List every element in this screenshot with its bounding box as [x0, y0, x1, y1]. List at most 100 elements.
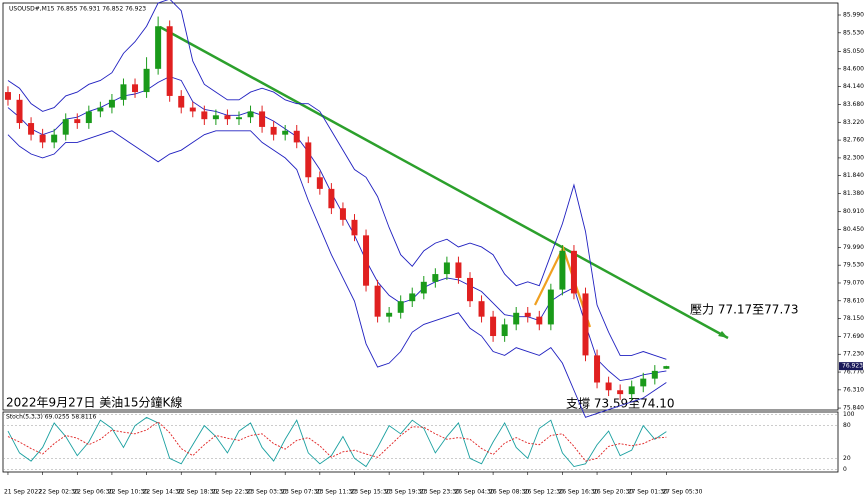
- candle-body: [363, 235, 370, 286]
- candle-body: [282, 130, 289, 135]
- stoch-tick-label: 0: [843, 466, 847, 473]
- candle-body: [108, 99, 115, 108]
- y-tick-label: 78.610: [843, 297, 864, 304]
- y-tick-label: 78.150: [843, 315, 864, 322]
- candle-body: [201, 111, 208, 120]
- candle-body: [62, 119, 69, 135]
- candle-body: [640, 378, 647, 387]
- candle-body: [155, 26, 162, 69]
- candle-body: [212, 115, 219, 120]
- y-tick-label: 83.220: [843, 119, 864, 126]
- x-tick-label: 22 Sep 18:30: [177, 489, 217, 496]
- candle-body: [305, 142, 312, 178]
- candle-body: [316, 177, 323, 189]
- x-tick-label: 26 Sep 08:30: [489, 489, 529, 496]
- candle-body: [51, 134, 58, 143]
- x-tick-label: 23 Sep 15:30: [350, 489, 390, 496]
- x-tick-label: 22 Sep 14:30: [143, 489, 183, 496]
- candle-body: [524, 312, 531, 317]
- stoch-tick-label: 20: [843, 455, 851, 462]
- candle-body: [536, 316, 543, 325]
- header: USOUSD#,M15 76.855 76.931 76.852 76.923: [9, 6, 146, 13]
- annotation: 壓力 77.17至77.73: [690, 303, 799, 317]
- candle-body: [663, 366, 670, 369]
- y-tick-label: 85.050: [843, 48, 864, 55]
- candle-body: [490, 316, 497, 337]
- y-tick-label: 82.300: [843, 154, 864, 161]
- y-tick-label: 80.910: [843, 208, 864, 215]
- y-tick-label: 77.690: [843, 333, 864, 340]
- candle-body: [594, 355, 601, 383]
- x-tick-label: 22 Sep 22:30: [212, 489, 252, 496]
- x-tick-label: 27 Sep 01:30: [628, 489, 668, 496]
- y-tick-label: 85.530: [843, 29, 864, 36]
- candle-body: [259, 111, 266, 127]
- y-tick-label: 85.990: [843, 12, 864, 19]
- band-upper: [7, 0, 667, 360]
- x-tick-label: 22 Sep 02:30: [39, 489, 79, 496]
- candle-body: [293, 130, 300, 143]
- x-tick-label: 23 Sep 23:30: [420, 489, 460, 496]
- stoch-tick-label: 100: [843, 411, 855, 418]
- candle-body: [120, 84, 127, 100]
- candle-body: [605, 382, 612, 391]
- candle-body: [582, 293, 589, 356]
- candle-body: [85, 111, 92, 124]
- candle-body: [409, 293, 416, 302]
- y-tick-label: 79.990: [843, 244, 864, 251]
- candle-body: [39, 134, 46, 143]
- y-tick-label: 84.600: [843, 65, 864, 72]
- candle-body: [339, 208, 346, 220]
- annotation: 2022年9月27日 美油15分鐘K線: [6, 395, 182, 410]
- candle-body: [16, 99, 23, 124]
- candle-body: [166, 26, 173, 96]
- main-frame: [2, 2, 839, 411]
- band-middle: [7, 76, 667, 382]
- y-tick-label: 84.140: [843, 83, 864, 90]
- candle-body: [28, 123, 35, 135]
- annotation: 支撐 73.59至74.10: [566, 397, 675, 411]
- candle-body: [97, 107, 104, 112]
- y-tick-label: 81.380: [843, 190, 864, 197]
- candle-body: [466, 277, 473, 302]
- y-tick-label: 79.530: [843, 262, 864, 269]
- y-tick-label: 82.760: [843, 137, 864, 144]
- candle-body: [74, 119, 81, 124]
- x-tick-label: 27 Sep 05:30: [662, 489, 702, 496]
- x-tick-label: 22 Sep 06:30: [73, 489, 113, 496]
- x-tick-label: 26 Sep 20:30: [593, 489, 633, 496]
- candle-body: [570, 250, 577, 294]
- y-tick-label: 83.680: [843, 101, 864, 108]
- candle-body: [374, 285, 381, 317]
- candle-body: [501, 324, 508, 337]
- candle-body: [143, 68, 150, 93]
- candle-body: [513, 312, 520, 325]
- candle-body: [189, 107, 196, 112]
- candle-body: [547, 289, 554, 325]
- x-tick-label: 21 Sep 2022: [4, 489, 42, 496]
- candle-body: [432, 274, 439, 282]
- trend-arrow: [718, 331, 728, 338]
- candle-body: [478, 301, 485, 317]
- y-tick-label: 76.770: [843, 369, 864, 376]
- wave-line: [534, 245, 592, 328]
- candle-body: [270, 126, 277, 135]
- stoch-tick-label: 80: [843, 422, 851, 429]
- y-tick-label: 81.840: [843, 172, 864, 179]
- price-tag: [839, 362, 863, 371]
- x-tick-label: 23 Sep 03:30: [247, 489, 287, 496]
- x-tick-label: 26 Sep 04:30: [454, 489, 494, 496]
- stoch-main: [7, 416, 667, 468]
- candle-body: [132, 84, 139, 93]
- stoch-title: Stoch(5,3,3) 69.0255 58.8116: [6, 414, 97, 421]
- y-tick-label: 80.450: [843, 226, 864, 233]
- candle-body: [247, 111, 254, 118]
- band-lower: [7, 130, 667, 418]
- y-tick-label: 75.840: [843, 405, 864, 412]
- stoch-frame: [2, 411, 839, 473]
- candle-body: [397, 301, 404, 313]
- candle-body: [4, 92, 11, 100]
- x-tick-label: 26 Sep 12:30: [524, 489, 564, 496]
- candle-body: [559, 250, 566, 290]
